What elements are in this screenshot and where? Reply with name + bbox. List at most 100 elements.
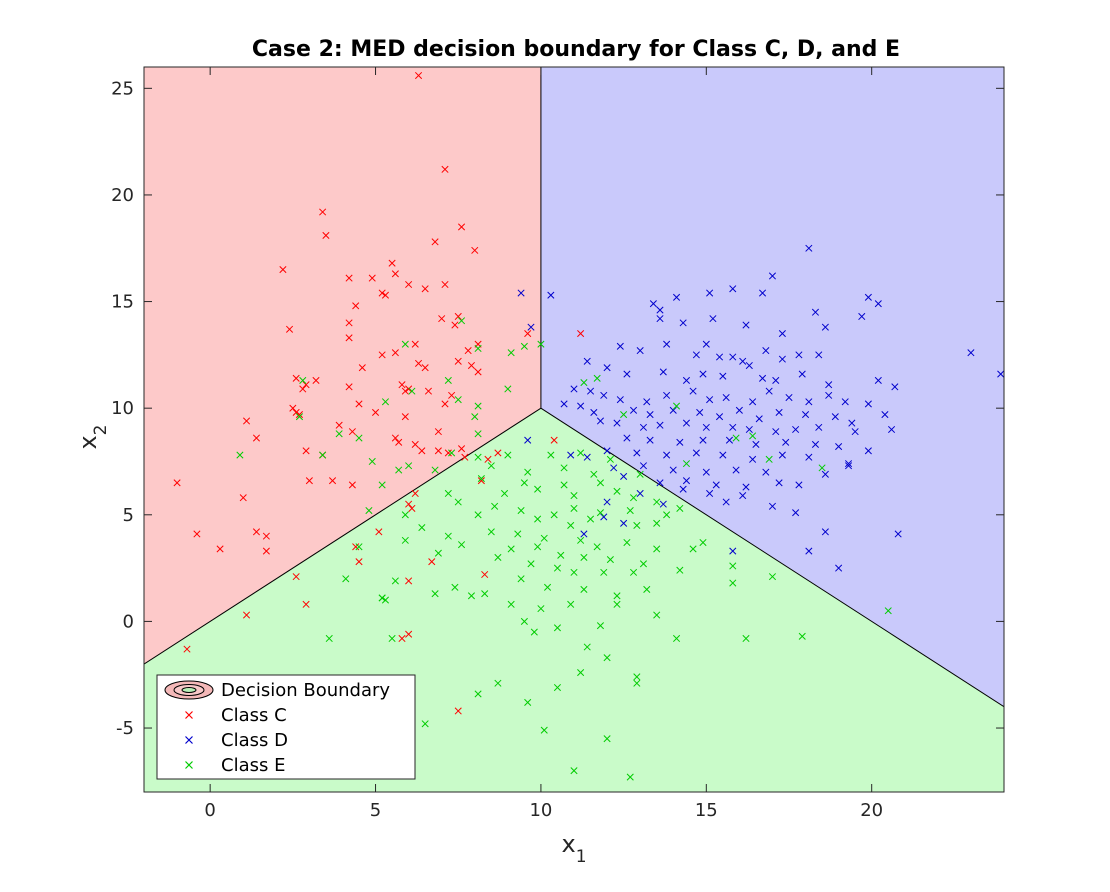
data-point xyxy=(325,634,333,643)
data-point xyxy=(798,632,806,640)
data-point xyxy=(577,536,585,544)
data-point xyxy=(302,381,310,389)
x-axis-label: x1 xyxy=(561,830,586,867)
x-tick-label: 15 xyxy=(695,800,718,821)
data-point xyxy=(629,406,638,414)
data-point xyxy=(749,455,757,463)
data-point xyxy=(603,654,611,662)
data-point xyxy=(550,436,558,444)
data-point xyxy=(679,485,687,493)
y-tick-label: 20 xyxy=(111,185,134,206)
data-point xyxy=(656,315,664,323)
data-point xyxy=(712,481,720,489)
data-point xyxy=(428,558,436,566)
data-point xyxy=(494,449,502,457)
data-point xyxy=(517,289,525,297)
data-point xyxy=(745,425,753,434)
data-point xyxy=(732,434,740,442)
data-point xyxy=(378,594,386,602)
data-point xyxy=(715,353,724,361)
data-point xyxy=(864,447,872,455)
data-point xyxy=(633,673,641,681)
data-point xyxy=(530,628,538,636)
data-point xyxy=(580,530,588,538)
data-point xyxy=(782,438,790,446)
data-point xyxy=(825,391,833,399)
legend-marker-icon xyxy=(185,736,193,744)
data-point xyxy=(348,481,356,489)
data-point xyxy=(805,453,813,461)
data-point xyxy=(785,393,793,402)
data-point xyxy=(335,430,343,438)
data-point xyxy=(811,440,820,448)
data-point xyxy=(749,398,757,406)
data-point xyxy=(706,396,714,404)
data-point xyxy=(626,506,634,515)
data-point xyxy=(398,634,406,643)
data-point xyxy=(848,419,856,427)
data-point xyxy=(633,449,641,457)
data-point xyxy=(299,376,307,385)
data-point xyxy=(570,504,578,512)
data-point xyxy=(729,353,737,361)
data-point xyxy=(345,319,353,327)
x-axis-label-main: x xyxy=(561,830,575,858)
data-point xyxy=(239,494,247,502)
data-point xyxy=(676,438,684,446)
data-point xyxy=(775,408,783,416)
data-point xyxy=(745,361,753,370)
data-point xyxy=(596,479,605,487)
data-point xyxy=(514,530,522,538)
data-point xyxy=(851,428,859,436)
data-point xyxy=(636,489,644,498)
data-point xyxy=(441,165,449,173)
data-point xyxy=(874,300,882,308)
data-point xyxy=(431,466,439,474)
data-point xyxy=(418,447,426,455)
data-point xyxy=(461,453,469,461)
data-point xyxy=(358,364,366,372)
legend-label: Decision Boundary xyxy=(221,680,390,701)
data-point xyxy=(669,406,677,414)
data-point xyxy=(381,291,390,299)
data-point xyxy=(557,551,565,559)
data-point xyxy=(553,564,562,572)
data-point xyxy=(540,726,548,734)
data-point xyxy=(656,306,664,314)
data-point xyxy=(474,368,482,376)
data-point xyxy=(537,340,545,348)
data-point xyxy=(596,417,605,425)
y-axis-label-main: x xyxy=(74,435,102,449)
data-point xyxy=(448,449,456,457)
data-point xyxy=(616,342,624,350)
data-point xyxy=(252,528,261,536)
data-point xyxy=(292,408,300,416)
data-point xyxy=(285,325,294,333)
x-tick-label: 0 xyxy=(204,800,215,821)
data-point xyxy=(792,425,800,434)
data-point xyxy=(431,238,439,246)
data-point xyxy=(580,585,588,593)
data-point xyxy=(401,511,409,519)
y-axis-ticks: -5 0 5 10 15 20 25 xyxy=(111,78,1004,739)
data-point xyxy=(722,498,730,506)
data-point xyxy=(894,530,902,538)
data-point xyxy=(586,515,595,523)
data-point xyxy=(504,385,512,393)
data-point xyxy=(825,381,833,389)
data-point xyxy=(758,374,767,382)
data-point xyxy=(507,600,515,608)
legend-label: Class C xyxy=(221,705,287,726)
data-point xyxy=(663,451,671,459)
data-point xyxy=(441,400,449,408)
data-point xyxy=(805,398,813,406)
data-point xyxy=(302,600,310,608)
data-point xyxy=(391,577,399,585)
data-point xyxy=(487,528,495,536)
data-point xyxy=(474,511,482,519)
data-point xyxy=(414,359,423,367)
data-point xyxy=(835,443,843,451)
data-point xyxy=(418,524,426,532)
data-point xyxy=(639,423,648,431)
data-point xyxy=(600,568,608,576)
